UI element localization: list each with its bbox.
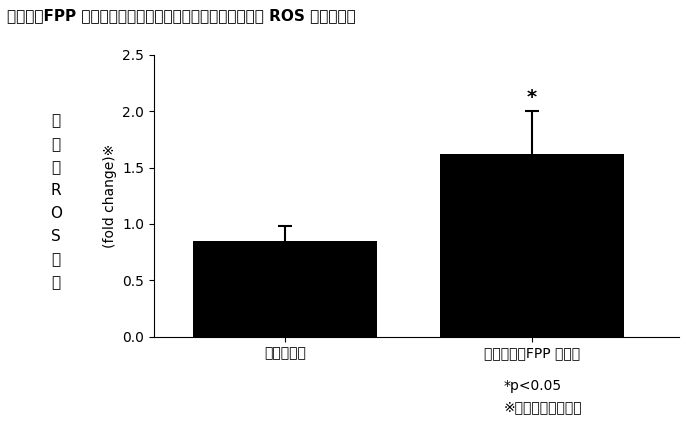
Text: 導: 導 bbox=[51, 137, 61, 152]
Text: S: S bbox=[51, 229, 61, 244]
Text: O: O bbox=[50, 206, 62, 221]
Text: 【図１】FPP 摂取によるヒトの慢性創傷炎症細胞における ROS 産生の誘導: 【図１】FPP 摂取によるヒトの慢性創傷炎症細胞における ROS 産生の誘導 bbox=[7, 8, 356, 24]
Bar bbox=[440, 154, 624, 337]
Text: *: * bbox=[527, 88, 537, 107]
Text: ※初回診察時との比: ※初回診察時との比 bbox=[504, 400, 582, 414]
Text: 生: 生 bbox=[51, 276, 61, 290]
Y-axis label: (fold change)※: (fold change)※ bbox=[103, 144, 117, 248]
Text: 型: 型 bbox=[51, 160, 61, 175]
Text: R: R bbox=[50, 183, 62, 198]
Text: 産: 産 bbox=[51, 253, 61, 267]
Bar bbox=[193, 241, 377, 337]
Text: 誘: 誘 bbox=[51, 114, 61, 128]
Text: *p<0.05: *p<0.05 bbox=[504, 379, 562, 393]
